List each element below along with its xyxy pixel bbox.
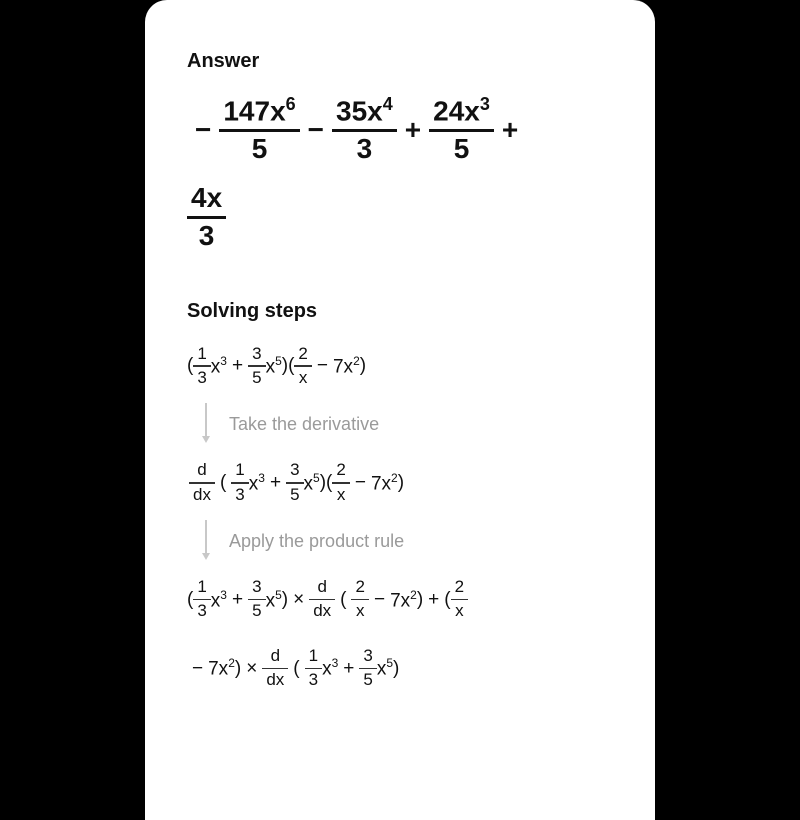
step-hint: Apply the product rule xyxy=(199,520,613,562)
ddx: ddx xyxy=(262,645,288,692)
step-expression-original: ( 13 x3 + 35 x5 )( 2x − 7x2 ) xyxy=(187,343,613,390)
fraction: 4x 3 xyxy=(187,181,226,254)
step-expression-product-rule: ( 13 x3 + 35 x5 ) × ddx ( 2x − 7x2 ) + (… xyxy=(187,576,613,692)
down-arrow-icon xyxy=(199,403,213,445)
solution-card: Answer − 147x6 5 − 35x4 3 + 24x3 5 + 4x … xyxy=(145,0,655,820)
minus-sign: − xyxy=(187,114,219,146)
fraction: 24x3 5 xyxy=(429,93,494,167)
steps-heading: Solving steps xyxy=(187,300,613,323)
fraction: 147x6 5 xyxy=(219,93,299,167)
plus-sign: + xyxy=(494,114,526,146)
fraction: 35x4 3 xyxy=(332,93,397,167)
ddx: ddx xyxy=(189,459,215,506)
step-expression-derivative: ddx ( 13 x3 + 35 x5 )( 2x − 7x2 ) xyxy=(187,459,613,506)
step-hint: Take the derivative xyxy=(199,403,613,445)
answer-expression-line-1: − 147x6 5 − 35x4 3 + 24x3 5 + xyxy=(187,93,613,167)
minus-sign: − xyxy=(300,114,332,146)
plus-sign: + xyxy=(397,114,429,146)
down-arrow-icon xyxy=(199,520,213,562)
ddx: ddx xyxy=(309,576,335,623)
answer-heading: Answer xyxy=(187,50,613,73)
answer-expression-line-2: 4x 3 xyxy=(187,181,613,254)
